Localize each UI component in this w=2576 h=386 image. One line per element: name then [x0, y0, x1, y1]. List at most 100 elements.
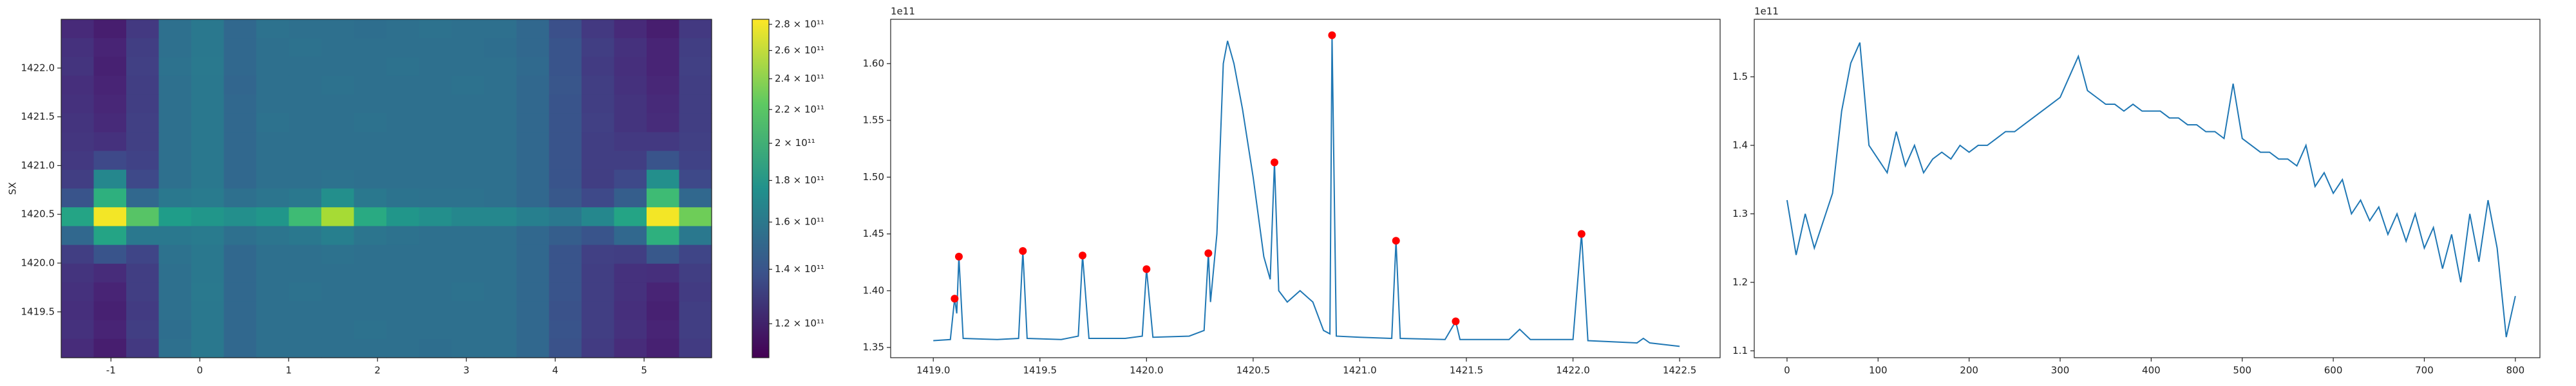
x-tick-label: 800 [2506, 365, 2525, 376]
heatmap-cell [679, 263, 712, 283]
heatmap-cell [158, 75, 192, 95]
heatmap-cell [419, 75, 452, 95]
y-tick-label: 1.55 [863, 115, 884, 126]
heatmap-cell [93, 301, 127, 321]
heatmap-cell [647, 151, 680, 170]
heatmap-cell [516, 57, 550, 77]
heatmap-cell [451, 75, 485, 95]
heatmap-cell [549, 207, 582, 227]
heatmap-cell [321, 263, 355, 283]
heatmap-cell [126, 57, 160, 77]
heatmap-cell [223, 113, 257, 133]
x-tick-label: 300 [2051, 365, 2070, 376]
heatmap-cell [158, 301, 192, 321]
heatmap-cell [93, 282, 127, 302]
heatmap-cell [191, 57, 225, 77]
heatmap-cell [354, 226, 387, 246]
heatmap-cell [679, 338, 712, 358]
y-tick-label: 1.4 [1732, 139, 1748, 151]
heatmap-cell [451, 151, 485, 170]
heatmap-cell [614, 226, 647, 246]
heatmap-cell [223, 301, 257, 321]
y-tick-label: 1420.0 [21, 257, 55, 268]
heatmap-cell [451, 263, 485, 283]
heatmap-cell [614, 282, 647, 302]
heatmap-cell [223, 19, 257, 39]
heatmap-cell [614, 38, 647, 58]
heatmap-cell [451, 113, 485, 133]
heatmap-cell [256, 75, 290, 95]
heatmap-cell [289, 207, 322, 227]
heatmap-cell [647, 94, 680, 114]
heatmap-cell [223, 282, 257, 302]
x-tick-label: 1 [285, 365, 292, 376]
y-tick-label: 1.40 [863, 284, 884, 296]
x-tick-label: 0 [1784, 365, 1790, 376]
heatmap-cell [256, 244, 290, 264]
heatmap-cell [93, 226, 127, 246]
heatmap-cell [61, 113, 95, 133]
heatmap-cell [354, 94, 387, 114]
heatmap-cell [289, 263, 322, 283]
heatmap-cell [386, 282, 420, 302]
x-tick-label: 1420.5 [1236, 365, 1271, 376]
heatmap-cell [451, 188, 485, 208]
heatmap-cell [158, 320, 192, 340]
heatmap-cell [679, 320, 712, 340]
heatmap-cell [516, 244, 550, 264]
heatmap-cell [93, 169, 127, 189]
heatmap-cell [289, 57, 322, 77]
axis-offset-label: 1e11 [1754, 6, 1779, 17]
heatmap-cell [386, 113, 420, 133]
x-tick-label: 1421.5 [1450, 365, 1484, 376]
heatmap-cell [354, 263, 387, 283]
colorbar [752, 19, 770, 358]
heatmap-cell [126, 282, 160, 302]
heatmap-cell [582, 57, 615, 77]
heatmap-cell [419, 19, 452, 39]
heatmap-cell [386, 320, 420, 340]
heatmap-cell [61, 38, 95, 58]
heatmap-cell [549, 151, 582, 170]
heatmap-cell [647, 320, 680, 340]
heatmap-cell [647, 301, 680, 321]
heatmap-cell [223, 75, 257, 95]
heatmap-cell [549, 226, 582, 246]
heatmap-cell [93, 132, 127, 152]
heatmap-cell [614, 19, 647, 39]
heatmap-cell [386, 94, 420, 114]
heatmap-cell [321, 94, 355, 114]
heatmap-cell [158, 338, 192, 358]
heatmap-cell [614, 113, 647, 133]
heatmap-cell [549, 338, 582, 358]
colorbar-tick-label: 2.2 × 10¹¹ [775, 104, 824, 115]
heatmap-cell [289, 320, 322, 340]
heatmap-cell [679, 94, 712, 114]
x-tick-label: 1422.5 [1663, 365, 1697, 376]
heatmap-cell [451, 132, 485, 152]
colorbar-tick-label: 2.4 × 10¹¹ [775, 73, 824, 84]
heatmap-cell [451, 301, 485, 321]
heatmap-cell [158, 151, 192, 170]
heatmap-cell [679, 301, 712, 321]
heatmap-cell [484, 320, 517, 340]
heatmap-cell [647, 244, 680, 264]
heatmap-cell [61, 338, 95, 358]
heatmap-cell [679, 113, 712, 133]
heatmap-cell [354, 113, 387, 133]
heatmap-cell [386, 75, 420, 95]
heatmap-cell [158, 38, 192, 58]
heatmap-cell [321, 151, 355, 170]
heatmap-cell [582, 75, 615, 95]
heatmap-cell [191, 151, 225, 170]
heatmap-cell [451, 226, 485, 246]
heatmap-cell [386, 207, 420, 227]
heatmap-cell [354, 132, 387, 152]
heatmap-cell [549, 19, 582, 39]
x-tick-label: 600 [2324, 365, 2343, 376]
heatmap-cell [256, 94, 290, 114]
heatmap-cell [582, 263, 615, 283]
heatmap-cell [451, 19, 485, 39]
colorbar-tick-label: 1.2 × 10¹¹ [775, 318, 824, 329]
